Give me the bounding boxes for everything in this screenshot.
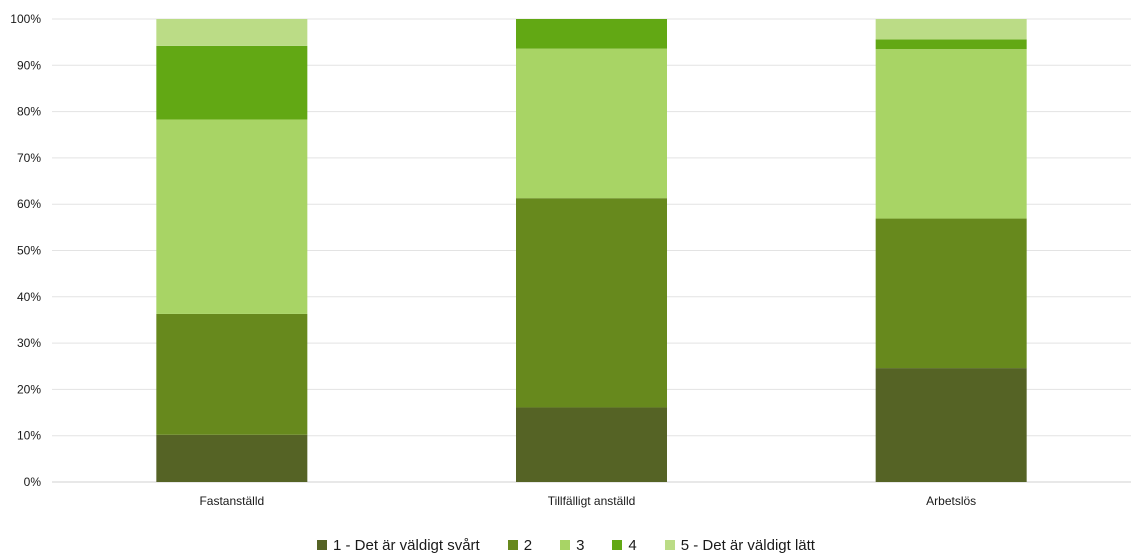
y-tick-label: 0% xyxy=(24,475,42,489)
y-tick-label: 40% xyxy=(17,290,41,304)
x-axis: Fastanställd Tillfälligt anställd Arbetslö… xyxy=(199,494,976,508)
bar-segment xyxy=(156,313,308,435)
legend-swatch xyxy=(507,540,518,550)
legend-swatch xyxy=(664,540,675,550)
bar-segment xyxy=(516,48,667,199)
y-tick-label: 100% xyxy=(10,12,41,26)
y-tick-label: 70% xyxy=(17,151,41,165)
x-tick-label: Fastanställd xyxy=(199,494,264,508)
bar-segment xyxy=(516,19,667,49)
legend: 1 - Det är väldigt svårt 2 3 4 5 - Det är vä… xyxy=(0,536,1132,554)
stacked-bar-chart: 0% 10% 20% 30% 40% 50% 60% 70% 80% 90% 100% Fastan… xyxy=(10,12,1131,508)
y-tick-label: 10% xyxy=(17,429,41,443)
legend-item: 4 xyxy=(612,536,637,554)
legend-label: 5 - Det är väldigt lätt xyxy=(680,536,815,554)
bar-segment xyxy=(516,407,667,482)
bar-segment xyxy=(875,19,1027,40)
y-tick-label: 50% xyxy=(17,244,41,258)
legend-item: 2 xyxy=(507,536,533,554)
legend-item: 3 xyxy=(560,537,584,554)
x-tick-label: Arbetslös xyxy=(926,494,976,508)
bar-segment xyxy=(156,119,308,314)
legend-swatch xyxy=(560,540,571,550)
y-tick-label: 20% xyxy=(17,382,41,396)
bar-segment xyxy=(156,19,308,46)
bar-segment xyxy=(875,39,1027,50)
bar-segment xyxy=(875,49,1027,219)
legend-label: 1 - Det är väldigt svårt xyxy=(333,536,480,554)
y-axis: 0% 10% 20% 30% 40% 50% 60% 70% 80% 90% 100% xyxy=(10,12,41,489)
legend-swatch xyxy=(612,540,623,550)
legend-item: 1 - Det är väldigt svårt xyxy=(317,537,480,554)
y-tick-label: 30% xyxy=(17,336,41,350)
legend-label: 2 xyxy=(523,536,533,554)
bar-segment xyxy=(875,218,1027,369)
legend-swatch xyxy=(317,540,327,550)
bar-segment xyxy=(875,368,1027,482)
legend-item: 5 - Det är väldigt lätt xyxy=(664,536,815,554)
bar-segment xyxy=(516,198,667,408)
bar-segment xyxy=(156,45,308,120)
y-tick-label: 90% xyxy=(17,58,41,72)
legend-label: 3 xyxy=(576,536,585,554)
bars xyxy=(156,19,1027,482)
legend-label: 4 xyxy=(628,536,637,554)
x-tick-label: Tillfälligt anställd xyxy=(548,494,636,508)
bar-segment xyxy=(156,434,308,482)
y-tick-label: 80% xyxy=(17,105,41,119)
y-tick-label: 60% xyxy=(17,197,41,211)
